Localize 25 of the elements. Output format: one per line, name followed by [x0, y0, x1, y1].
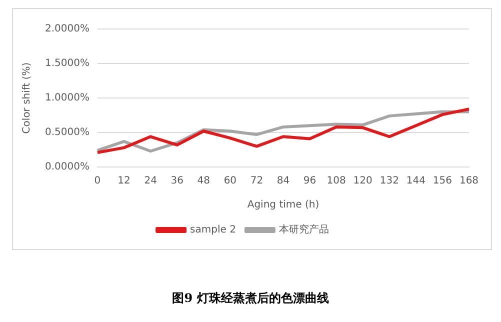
- y-tick-label: 0.5000%: [44, 127, 90, 138]
- x-tick-label: 48: [197, 176, 210, 187]
- y-tick-label: 1.0000%: [44, 92, 90, 104]
- x-tick-label: 36: [170, 176, 184, 187]
- y-tick-label: 2.0000%: [44, 24, 90, 35]
- y-axis-title: Color shift (%): [22, 62, 33, 134]
- x-tick-label: 24: [144, 176, 157, 187]
- x-tick-label: 132: [380, 176, 399, 187]
- legend-label: 本研究产品: [278, 224, 329, 236]
- x-tick-label: 168: [459, 176, 479, 187]
- x-tick-label: 96: [303, 176, 316, 187]
- x-tick-label: 84: [276, 176, 290, 187]
- x-tick-label: 0: [94, 176, 101, 187]
- x-tick-label: 156: [432, 176, 452, 187]
- y-tick-label: 1.5000%: [44, 58, 90, 70]
- legend-label: sample 2: [190, 224, 236, 236]
- caption: 图9 灯珠经蒸煮后的色漂曲线: [171, 290, 330, 307]
- x-axis-title: Aging time (h): [247, 200, 320, 211]
- x-tick-label: 144: [406, 176, 426, 187]
- x-tick-label: 120: [353, 176, 372, 187]
- x-tick-label: 108: [326, 176, 346, 187]
- x-tick-label: 12: [118, 176, 130, 187]
- y-tick-label: 0.0000%: [44, 162, 90, 173]
- x-tick-label: 72: [250, 176, 264, 187]
- x-tick-label: 60: [224, 176, 237, 187]
